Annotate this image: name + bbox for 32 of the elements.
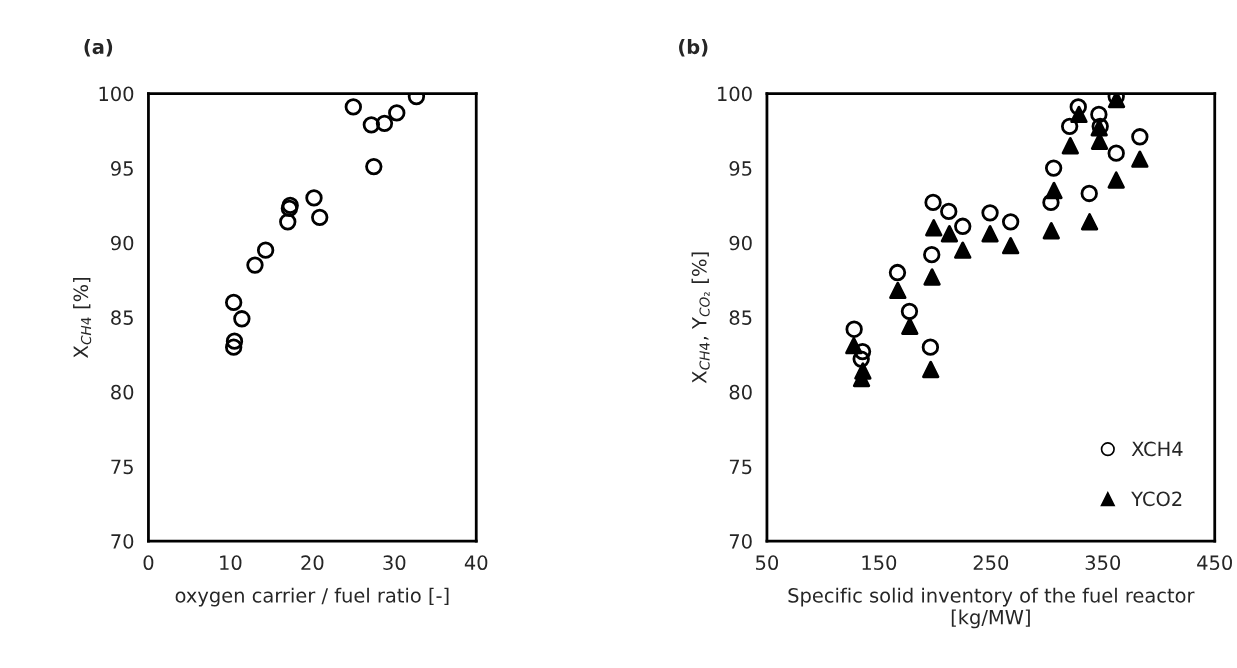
chart-title: (b) <box>679 39 708 57</box>
x-axis-title: Specific solid inventory of the fuel reactor [kg/MW] <box>788 587 1195 629</box>
x-tick-label: 450 <box>1197 555 1232 571</box>
y-tick-label: 100 <box>718 86 752 102</box>
x-tick-label: 0 <box>143 555 154 571</box>
y-tick-label: 80 <box>111 384 134 400</box>
x-tick-label: 30 <box>383 555 406 571</box>
x-tick-label: 250 <box>973 555 1009 571</box>
legend-label: XCH4 <box>1131 441 1183 457</box>
chart-title: (a) <box>84 39 113 57</box>
x-axis-title: oxygen carrier / fuel ratio [-] <box>175 587 449 607</box>
y-axis-title: X$_{CH4}$, Y$_{CO₂}$ [%] <box>691 252 710 384</box>
y-tick-label: 100 <box>99 86 134 102</box>
x-tick-label: 50 <box>756 555 779 571</box>
y-tick-label: 75 <box>111 459 133 475</box>
y-tick-label: 90 <box>729 235 752 251</box>
y-tick-label: 85 <box>729 310 752 325</box>
y-tick-label: 80 <box>729 384 752 400</box>
x-tick-label: 40 <box>464 555 488 571</box>
y-axis-title: X$_{CH4}$ [%] <box>73 277 92 358</box>
x-tick-label: 20 <box>301 555 324 571</box>
x-tick-label: 150 <box>862 555 897 571</box>
y-tick-label: 70 <box>729 534 752 549</box>
y-tick-label: 85 <box>111 310 133 325</box>
y-tick-label: 95 <box>111 161 133 176</box>
y-tick-label: 95 <box>729 161 752 176</box>
y-tick-label: 70 <box>111 534 134 549</box>
x-tick-label: 10 <box>220 555 242 571</box>
y-tick-label: 75 <box>729 459 752 475</box>
y-tick-label: 90 <box>111 235 134 251</box>
x-tick-label: 350 <box>1085 555 1121 571</box>
legend-label: YCO2 <box>1131 491 1182 507</box>
